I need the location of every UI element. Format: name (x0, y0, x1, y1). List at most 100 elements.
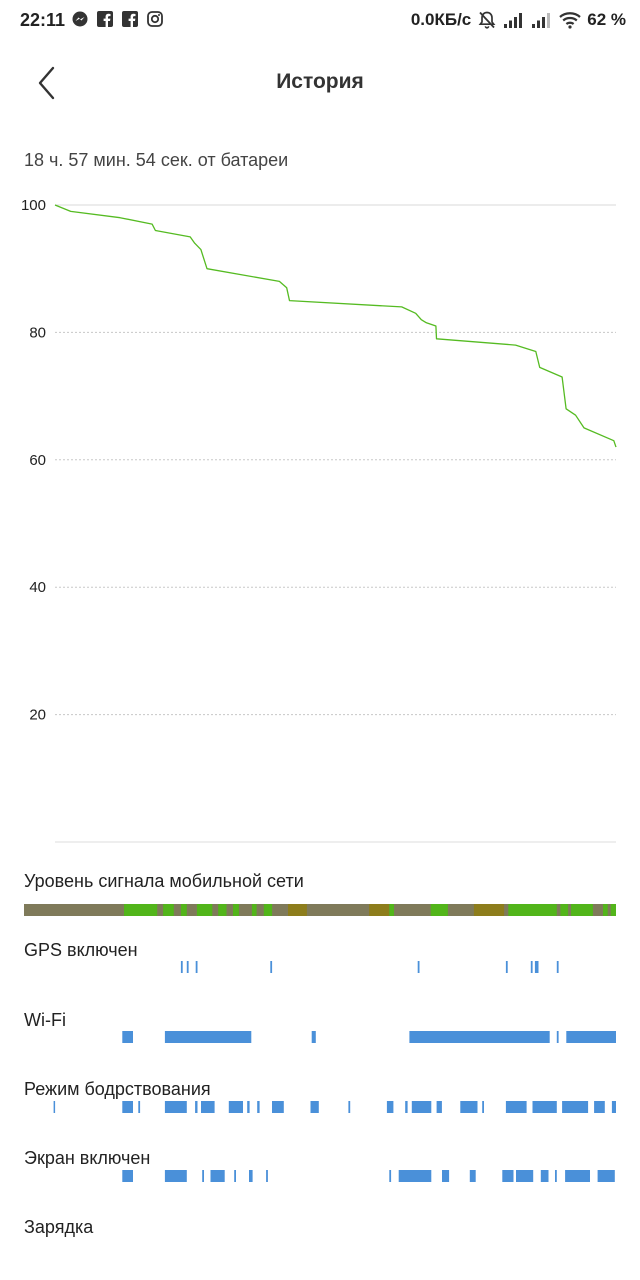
track-4-bar (24, 1170, 616, 1182)
track-segment (508, 904, 557, 916)
track-segment (473, 904, 505, 916)
track-segment (436, 1101, 442, 1113)
track-2-bar (24, 1031, 616, 1043)
track-label: Экран включен (24, 1148, 151, 1168)
track-segment (124, 904, 158, 916)
status-bar: 22:11 0.0КБ/с (0, 0, 640, 40)
track-segment (502, 1170, 514, 1182)
y-tick-label: 40 (29, 579, 46, 596)
track-segment (398, 1170, 432, 1182)
track-segment (411, 1101, 432, 1113)
track-segment (610, 904, 616, 916)
track-segment (180, 961, 183, 973)
track-segment (163, 904, 174, 916)
track-segment (409, 1031, 550, 1043)
track-segment (266, 1170, 268, 1182)
track-label: Режим бодрствования (24, 1079, 211, 1099)
track-segment (532, 1101, 557, 1113)
track-segment (571, 904, 593, 916)
status-time: 22:11 (20, 10, 66, 30)
track-segment (201, 1101, 215, 1113)
track-segment (180, 904, 187, 916)
y-tick-label: 60 (29, 452, 46, 469)
track-segment (469, 1170, 476, 1182)
track-label: Wi-Fi (24, 1010, 66, 1030)
network-speed: 0.0КБ/с (410, 10, 472, 29)
track-segment (270, 961, 273, 973)
track-segment (210, 1170, 225, 1182)
track-segment (122, 1101, 133, 1113)
track-segment (369, 904, 390, 916)
track-segment (122, 1031, 133, 1043)
track-segment (460, 1101, 478, 1113)
signal-icon (532, 13, 551, 28)
track-segment (516, 1170, 534, 1182)
wifi-icon (559, 12, 581, 29)
track-segment (555, 1170, 557, 1182)
track-segment (594, 1101, 605, 1113)
track-segment (164, 1101, 187, 1113)
battery-percent: 62 % (587, 10, 626, 29)
track-5-bar (24, 1240, 616, 1252)
track-label: Зарядка (24, 1217, 94, 1237)
facebook-icon (122, 11, 138, 27)
track-segment (534, 961, 539, 973)
track-segment (389, 904, 394, 916)
page-title: История (276, 70, 364, 93)
track-label: GPS включен (24, 940, 138, 960)
battery-duration: 18 ч. 57 мин. 54 сек. от батареи (24, 150, 289, 170)
notification-icons (72, 11, 163, 27)
messenger-icon (72, 11, 88, 27)
track-segment (164, 1031, 252, 1043)
track-segment (202, 1170, 204, 1182)
track-segment (195, 1101, 198, 1113)
track-segment (405, 1101, 408, 1113)
track-segment (389, 1170, 392, 1182)
track-segment (348, 1101, 351, 1113)
track-segment (386, 1101, 394, 1113)
battery-level-line (54, 204, 617, 448)
track-segment (257, 1101, 260, 1113)
track-segment (505, 1101, 527, 1113)
track-segment (505, 961, 508, 973)
track-segment (565, 1170, 590, 1182)
facebook-icon (97, 11, 113, 27)
track-segment (442, 1170, 450, 1182)
track-segment (597, 1170, 615, 1182)
track-segment (53, 1101, 56, 1113)
track-segment (164, 1170, 187, 1182)
track-segment (311, 1031, 316, 1043)
track-1-bar (24, 961, 616, 973)
track-0-bar (24, 904, 616, 916)
y-tick-label: 100 (21, 197, 46, 214)
track-segment (195, 961, 198, 973)
status-right: 0.0КБ/с 62 % (411, 10, 626, 30)
track-segment (417, 961, 420, 973)
track-segment (186, 961, 189, 973)
track-segment (234, 1170, 236, 1182)
track-segment (566, 1031, 616, 1043)
battery-level-chart: 100 80 60 40 20 (21, 197, 617, 843)
track-segment (611, 1101, 616, 1113)
track-segment (430, 904, 448, 916)
track-segment (196, 904, 213, 916)
track-segment (560, 904, 569, 916)
track-label: Уровень сигнала мобильной сети (24, 871, 304, 891)
track-segment (556, 1031, 559, 1043)
y-tick-label: 20 (29, 707, 46, 724)
track-segment (233, 904, 239, 916)
y-tick-label: 80 (29, 324, 46, 341)
chevron-left-icon (38, 66, 55, 100)
track-segment (562, 1101, 589, 1113)
track-segment (482, 1101, 484, 1113)
track-segment (138, 1101, 141, 1113)
track-segment (288, 904, 307, 916)
track-segment (272, 1101, 284, 1113)
signal-icon (504, 13, 523, 28)
track-segment (310, 1101, 319, 1113)
track-segment (228, 1101, 243, 1113)
back-button[interactable] (30, 64, 64, 102)
track-segment (251, 904, 257, 916)
track-segment (249, 1170, 253, 1182)
bell-off-icon (478, 11, 496, 29)
